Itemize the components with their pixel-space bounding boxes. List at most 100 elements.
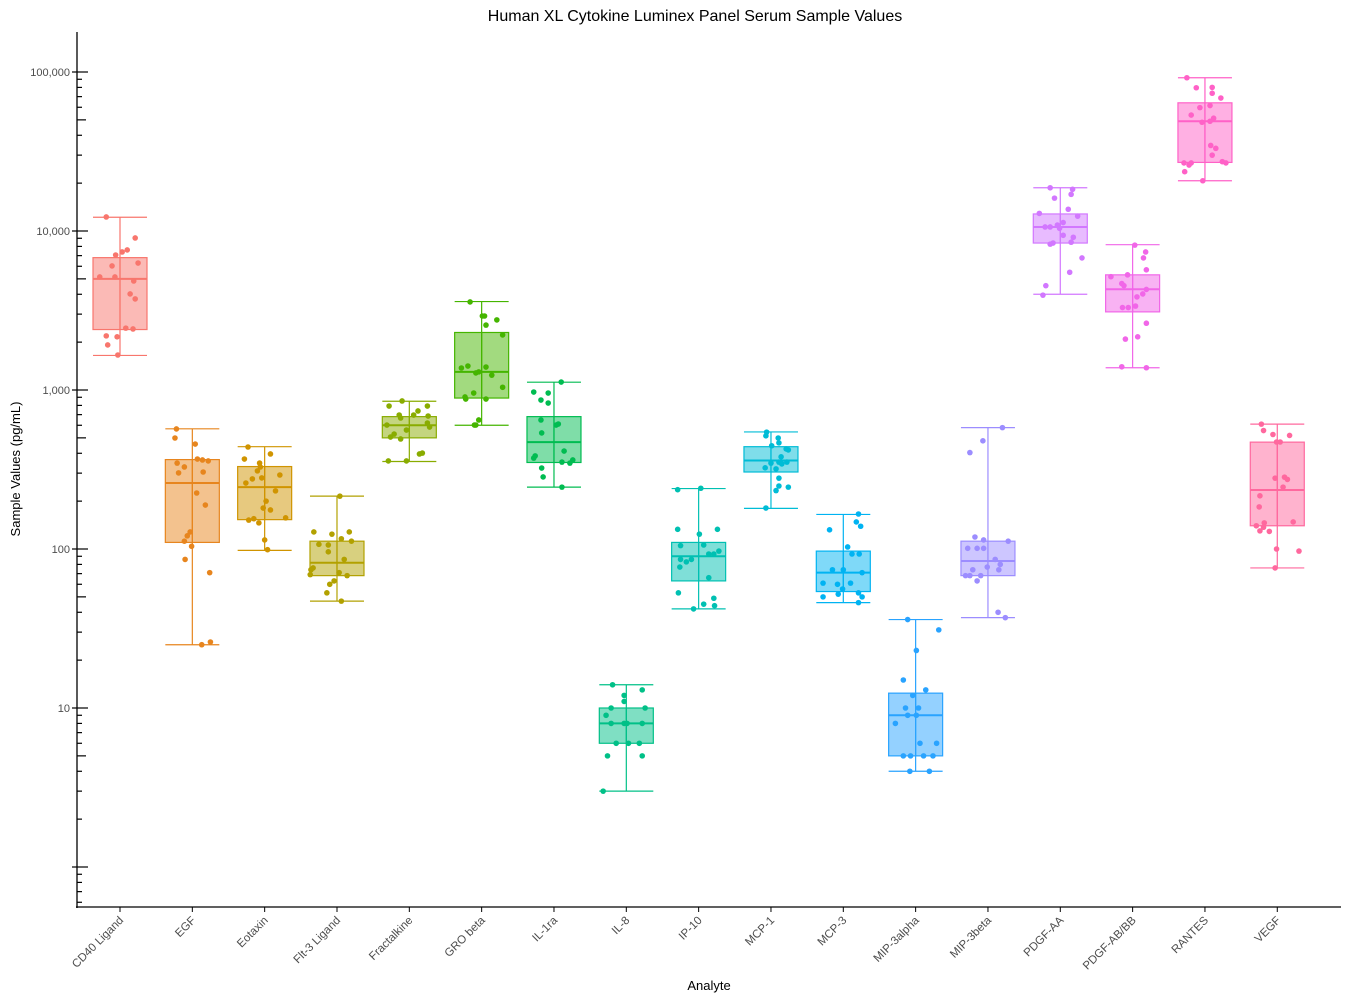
data-point bbox=[173, 426, 180, 432]
data-point bbox=[1186, 162, 1192, 168]
data-point bbox=[1184, 74, 1190, 81]
data-point bbox=[980, 537, 987, 543]
data-point bbox=[385, 458, 392, 464]
box-group bbox=[381, 400, 437, 463]
data-point bbox=[853, 519, 860, 525]
data-point bbox=[913, 647, 920, 654]
data-point bbox=[1280, 484, 1286, 490]
data-point bbox=[336, 569, 342, 576]
data-point bbox=[1261, 520, 1268, 526]
data-point bbox=[561, 448, 567, 454]
data-point bbox=[249, 476, 256, 482]
data-point bbox=[698, 485, 704, 492]
data-point bbox=[1257, 493, 1263, 499]
data-point bbox=[124, 247, 131, 253]
data-point bbox=[1209, 152, 1215, 158]
data-point bbox=[1118, 363, 1125, 370]
data-point bbox=[711, 602, 718, 609]
data-point bbox=[984, 564, 991, 570]
data-point bbox=[1068, 239, 1074, 246]
y-tick-label: 100,000 bbox=[30, 67, 70, 79]
data-point bbox=[245, 517, 252, 523]
x-tick-label: IP-10 bbox=[677, 915, 705, 943]
data-point bbox=[829, 566, 836, 573]
x-tick-label: MIP-3beta bbox=[948, 914, 994, 960]
data-point bbox=[967, 449, 973, 456]
box-group bbox=[1105, 244, 1161, 369]
data-point bbox=[206, 569, 213, 576]
data-point bbox=[419, 450, 426, 456]
data-point bbox=[187, 529, 193, 535]
data-point bbox=[569, 457, 576, 463]
x-axis: CD40 Ligand EGF Eotaxin Flt-3 Ligand Fractal… bbox=[70, 906, 1341, 972]
data-point bbox=[639, 753, 646, 759]
data-point bbox=[260, 505, 267, 511]
data-point bbox=[1142, 249, 1149, 255]
data-point bbox=[1209, 84, 1215, 91]
data-point bbox=[1131, 242, 1138, 248]
data-point bbox=[1199, 119, 1205, 126]
x-tick-label: MIP-3alpha bbox=[872, 914, 922, 964]
data-point bbox=[182, 556, 188, 563]
data-point bbox=[855, 599, 862, 606]
data-point bbox=[996, 566, 1002, 573]
data-point bbox=[282, 515, 289, 521]
data-point bbox=[907, 753, 914, 759]
data-point bbox=[775, 435, 782, 441]
data-point bbox=[696, 531, 703, 537]
x-tick-label: PDGF-AB/BB bbox=[1081, 914, 1139, 972]
data-point bbox=[603, 712, 609, 719]
data-point bbox=[642, 705, 648, 711]
data-point bbox=[1050, 240, 1056, 246]
data-point bbox=[609, 681, 616, 688]
data-point bbox=[913, 712, 920, 719]
y-axis-title: Sample Values (pg/mL) bbox=[8, 402, 23, 537]
data-point bbox=[1122, 336, 1129, 342]
data-point bbox=[783, 446, 789, 452]
data-point bbox=[1273, 546, 1280, 552]
data-point bbox=[855, 511, 862, 517]
data-point bbox=[677, 556, 684, 563]
data-point bbox=[272, 488, 279, 494]
data-point bbox=[900, 753, 907, 759]
x-tick-label: CD40 Ligand bbox=[70, 915, 126, 971]
data-point bbox=[263, 498, 269, 504]
data-point bbox=[308, 566, 314, 573]
data-point bbox=[397, 415, 404, 421]
data-point bbox=[325, 542, 332, 548]
data-point bbox=[1047, 184, 1053, 191]
data-point bbox=[980, 438, 986, 444]
data-point bbox=[849, 551, 855, 557]
data-point bbox=[608, 705, 614, 711]
data-point bbox=[112, 252, 119, 258]
data-point bbox=[608, 720, 614, 727]
data-point bbox=[917, 740, 923, 747]
data-point bbox=[199, 457, 206, 463]
data-point bbox=[112, 274, 118, 280]
data-point bbox=[1108, 273, 1114, 280]
data-point bbox=[1296, 548, 1302, 554]
data-point bbox=[325, 549, 332, 555]
x-tick-label: RANTES bbox=[1170, 914, 1212, 956]
data-point bbox=[711, 595, 717, 602]
data-point bbox=[1143, 364, 1150, 371]
data-point bbox=[499, 384, 506, 391]
data-point bbox=[545, 400, 551, 406]
x-tick-label: Flt-3 Ligand bbox=[292, 915, 343, 966]
box-group bbox=[309, 495, 365, 602]
data-point bbox=[122, 325, 129, 331]
data-point bbox=[776, 483, 782, 489]
data-point bbox=[1074, 213, 1081, 219]
data-point bbox=[397, 436, 404, 442]
data-point bbox=[639, 687, 646, 693]
data-point bbox=[538, 417, 544, 423]
data-point bbox=[675, 590, 682, 596]
box-group bbox=[1249, 423, 1305, 569]
data-point bbox=[1139, 291, 1146, 297]
box-layer bbox=[92, 77, 1305, 792]
data-point bbox=[1199, 177, 1206, 184]
data-point bbox=[1066, 269, 1073, 276]
data-point bbox=[184, 533, 191, 539]
data-point bbox=[344, 572, 350, 579]
data-point bbox=[705, 574, 712, 581]
